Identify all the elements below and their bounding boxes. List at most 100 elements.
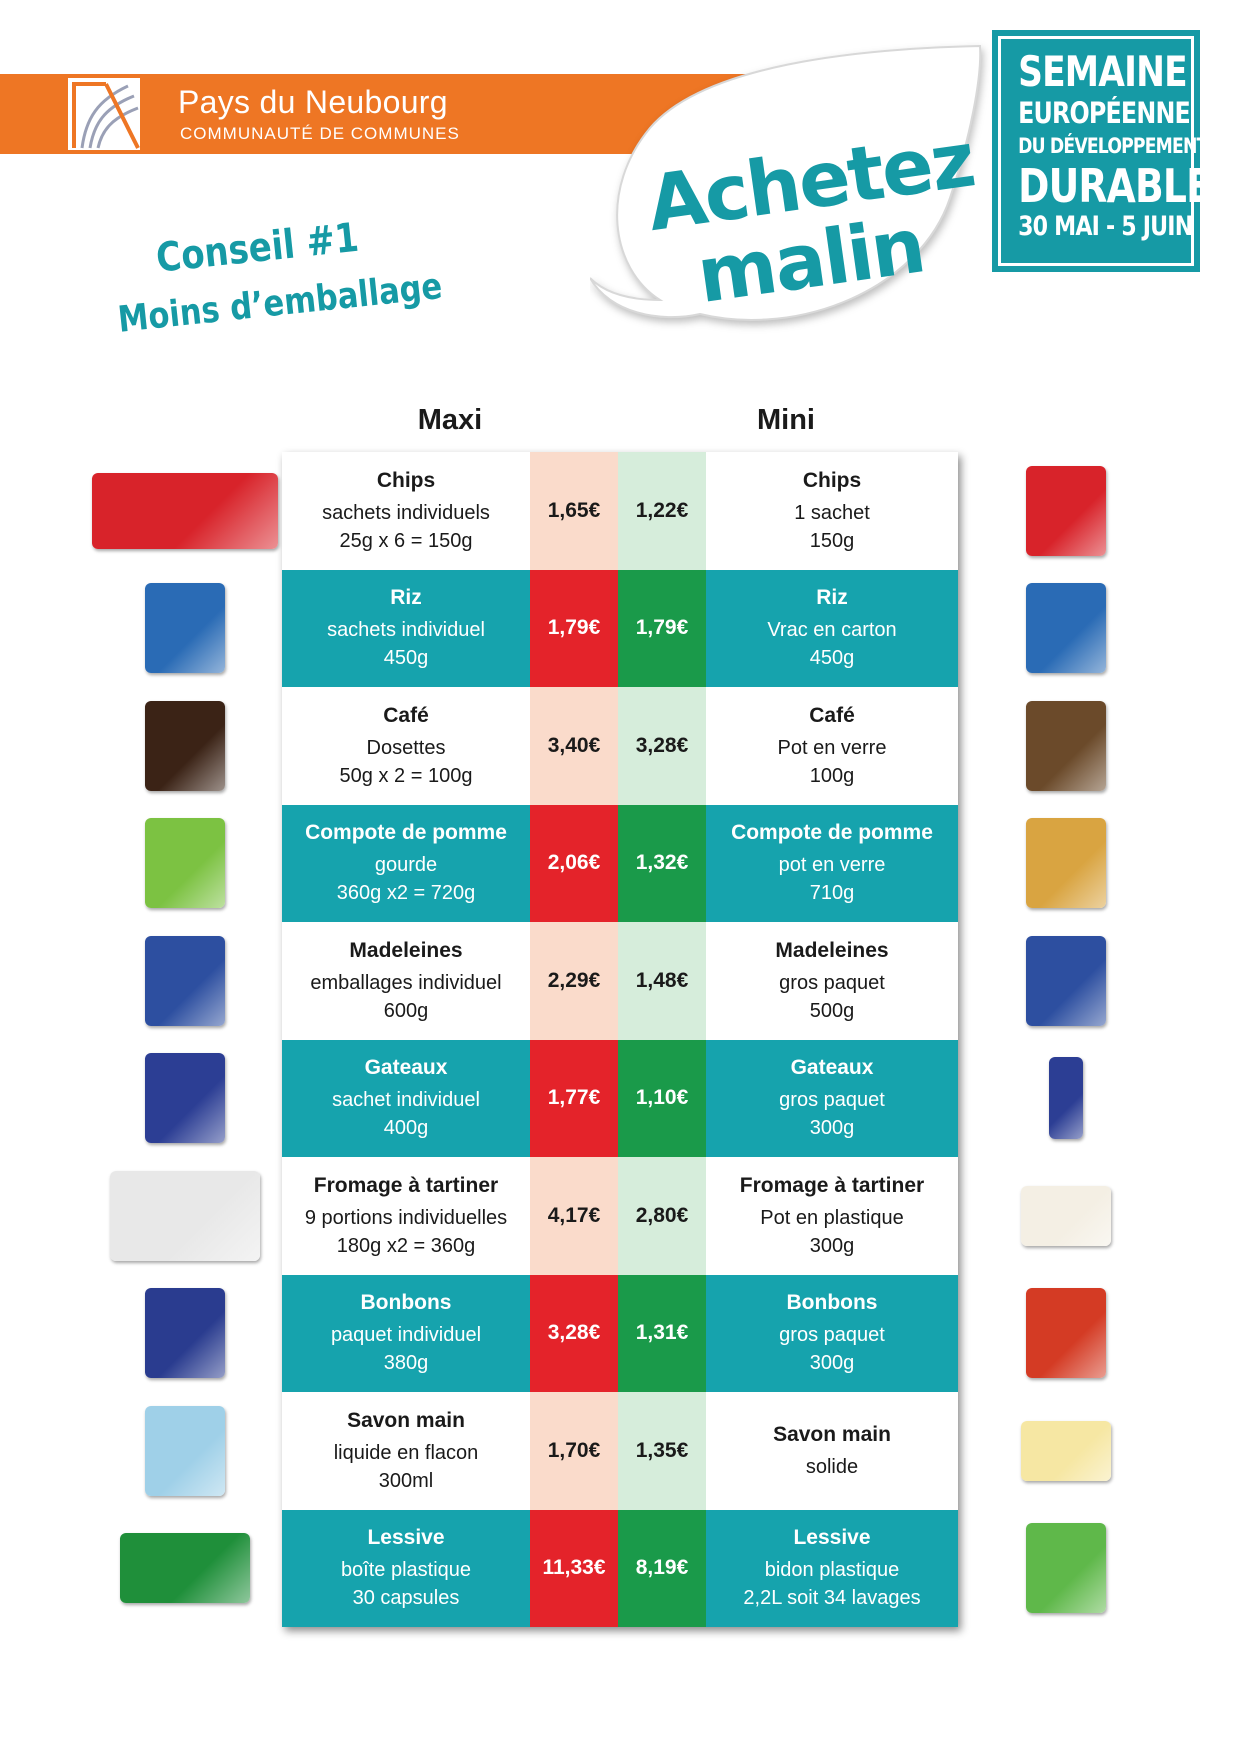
maxi-price-cell: 3,40€ xyxy=(530,687,618,805)
maxi-product-name: Gateaux xyxy=(364,1056,448,1080)
maxi-price: 3,40€ xyxy=(547,733,601,757)
mini-product-name: Café xyxy=(809,703,855,727)
mini-product-cell: Bonbons gros paquet 300g xyxy=(706,1274,958,1392)
maxi-product-cell: Riz sachets individuel 450g xyxy=(282,569,530,687)
maxi-price-cell: 1,79€ xyxy=(530,569,618,687)
table-row: Compote de pomme gourde 360g x2 = 720g 2… xyxy=(282,804,958,922)
maxi-product-name: Chips xyxy=(376,468,436,492)
maxi-product-name: Lessive xyxy=(367,1526,445,1550)
maxi-product-name: Madeleines xyxy=(349,938,463,962)
org-subtitle: COMMUNAUTÉ DE COMMUNES xyxy=(180,124,460,143)
mini-product-packaging: bidon plastique xyxy=(764,1559,900,1582)
maxi-product-cell: Lessive boîte plastique 30 capsules xyxy=(282,1509,530,1627)
maxi-price: 1,79€ xyxy=(547,616,601,640)
mini-product-name: Lessive xyxy=(793,1526,871,1550)
mini-product-name: Madeleines xyxy=(775,938,889,962)
maxi-product-packaging: boîte plastique xyxy=(340,1559,472,1582)
maxi-price: 11,33€ xyxy=(542,1556,606,1580)
maxi-product-cell: Compote de pomme gourde 360g x2 = 720g xyxy=(282,804,530,922)
maxi-price: 1,77€ xyxy=(547,1086,601,1110)
column-header-mini: Mini xyxy=(757,404,815,436)
mini-price: 1,48€ xyxy=(635,968,689,992)
maxi-product-cell: Bonbons paquet individuel 380g xyxy=(282,1274,530,1392)
maxi-product-cell: Madeleines emballages individuel 600g xyxy=(282,922,530,1040)
coffee-jar-icon xyxy=(1026,700,1106,791)
maxi-product-name: Café xyxy=(383,703,429,727)
maxi-product-packaging: 9 portions individuelles xyxy=(304,1206,508,1229)
maxi-product-packaging: liquide en flacon xyxy=(333,1441,479,1464)
mini-price-cell: 1,32€ xyxy=(618,804,706,922)
event-line-4: DURABLE xyxy=(1018,159,1212,213)
maxi-product-name: Riz xyxy=(390,586,422,610)
mini-product-packaging: Pot en plastique xyxy=(760,1206,904,1229)
event-line-3: DU DÉVELOPPEMENT xyxy=(1018,134,1208,158)
mini-product-quantity: 100g xyxy=(809,764,855,787)
mini-product-packaging: gros paquet xyxy=(779,971,885,994)
mini-product-name: Riz xyxy=(816,586,848,610)
compote-pouch-icon xyxy=(145,818,225,909)
maxi-product-cell: Fromage à tartiner 9 portions individuel… xyxy=(282,1157,530,1275)
maxi-price-cell: 1,77€ xyxy=(530,1039,618,1157)
maxi-price-cell: 2,29€ xyxy=(530,922,618,1040)
mini-product-name: Savon main xyxy=(773,1422,891,1446)
maxi-product-cell: Savon main liquide en flacon 300ml xyxy=(282,1392,530,1510)
mini-product-quantity: 150g xyxy=(809,529,855,552)
maxi-product-quantity: 360g x2 = 720g xyxy=(336,882,476,905)
rice-carton-icon xyxy=(1026,583,1106,674)
mini-product-quantity: 300g xyxy=(809,1117,855,1140)
mini-price: 1,10€ xyxy=(635,1086,689,1110)
maxi-product-packaging: paquet individuel xyxy=(330,1324,482,1347)
mini-price-cell: 1,79€ xyxy=(618,569,706,687)
mini-price-cell: 1,31€ xyxy=(618,1274,706,1392)
mini-price: 1,32€ xyxy=(635,851,689,875)
maxi-product-cell: Chips sachets individuels 25g x 6 = 150g xyxy=(282,452,530,570)
cake-tube-icon xyxy=(1049,1057,1083,1140)
mini-product-quantity: 300g xyxy=(809,1234,855,1257)
chips-bag-icon xyxy=(1026,465,1106,556)
maxi-product-quantity: 25g x 6 = 150g xyxy=(339,529,473,552)
table-row: Madeleines emballages individuel 600g 2,… xyxy=(282,922,958,1040)
detergent-tub-icon xyxy=(120,1533,250,1604)
maxi-product-quantity: 400g xyxy=(383,1117,429,1140)
table-row: Café Dosettes 50g x 2 = 100g 3,40€ 3,28€… xyxy=(282,687,958,805)
maxi-product-cell: Gateaux sachet individuel 400g xyxy=(282,1039,530,1157)
mini-price: 2,80€ xyxy=(635,1203,689,1227)
mini-product-cell: Chips 1 sachet 150g xyxy=(706,452,958,570)
cheese-portions-icon xyxy=(110,1170,260,1261)
mini-price-cell: 8,19€ xyxy=(618,1509,706,1627)
table-row: Lessive boîte plastique 30 capsules 11,3… xyxy=(282,1509,958,1627)
mini-product-cell: Café Pot en verre 100g xyxy=(706,687,958,805)
compote-jar-icon xyxy=(1026,818,1106,909)
mini-price-cell: 1,22€ xyxy=(618,452,706,570)
mini-product-packaging: Vrac en carton xyxy=(767,619,897,642)
column-header-maxi: Maxi xyxy=(417,404,483,436)
mini-product-packaging: gros paquet xyxy=(779,1089,885,1112)
table-row: Riz sachets individuel 450g 1,79€ 1,79€ … xyxy=(282,569,958,687)
mini-product-packaging: pot en verre xyxy=(778,854,886,877)
maxi-product-name: Bonbons xyxy=(360,1291,452,1315)
mini-product-packaging: gros paquet xyxy=(779,1324,885,1347)
maxi-product-quantity: 180g x2 = 360g xyxy=(336,1234,476,1257)
maxi-product-quantity: 300ml xyxy=(378,1469,434,1492)
table-row: Bonbons paquet individuel 380g 3,28€ 1,3… xyxy=(282,1274,958,1392)
mini-price: 1,31€ xyxy=(635,1321,689,1345)
mini-price: 8,19€ xyxy=(635,1556,689,1580)
maxi-product-packaging: emballages individuel xyxy=(310,971,502,994)
detergent-jug-icon xyxy=(1026,1523,1106,1614)
maxi-product-quantity: 600g xyxy=(383,999,429,1022)
maxi-price-cell: 2,06€ xyxy=(530,804,618,922)
maxi-product-packaging: sachet individuel xyxy=(332,1089,480,1112)
maxi-price: 4,17€ xyxy=(547,1203,601,1227)
advice-title: Conseil #1 xyxy=(154,214,361,282)
mini-product-name: Compote de pomme xyxy=(731,821,933,845)
mini-price-cell: 1,48€ xyxy=(618,922,706,1040)
mini-product-packaging: 1 sachet xyxy=(794,501,870,524)
leaf-speech-bubble xyxy=(590,44,982,321)
maxi-product-packaging: gourde xyxy=(374,854,438,877)
soap-bar-icon xyxy=(1021,1420,1111,1481)
event-badge: SEMAINE EUROPÉENNE DU DÉVELOPPEMENT DURA… xyxy=(992,30,1212,272)
org-logo xyxy=(64,74,144,154)
maxi-product-quantity: 50g x 2 = 100g xyxy=(339,764,473,787)
mini-product-cell: Madeleines gros paquet 500g xyxy=(706,922,958,1040)
mini-price-cell: 1,35€ xyxy=(618,1392,706,1510)
